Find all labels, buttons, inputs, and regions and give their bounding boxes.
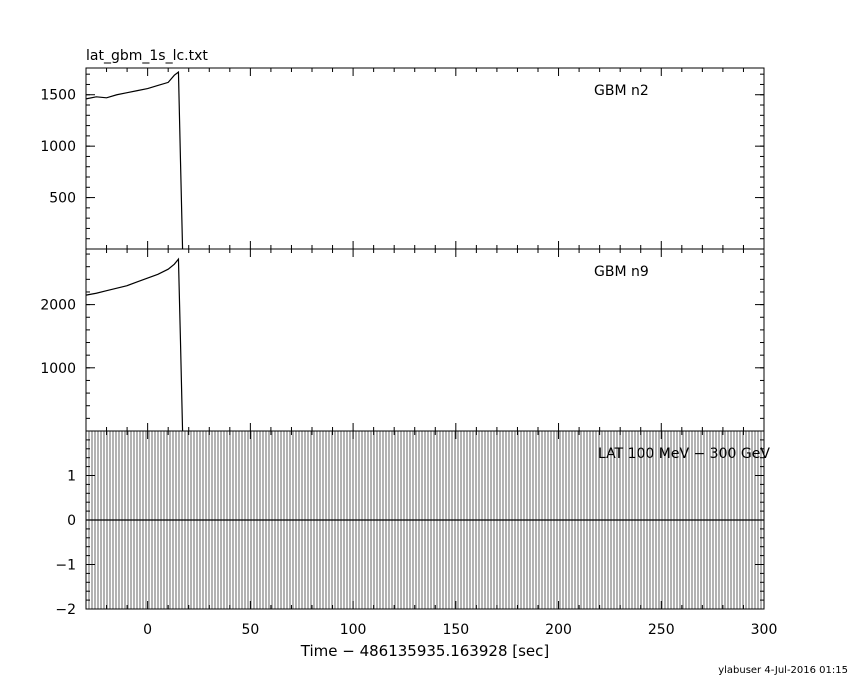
series-line xyxy=(85,70,184,250)
footer-stamp: ylabuser 4-Jul-2016 01:15 xyxy=(718,665,848,676)
panel-1: 500 1000 1500 GBM n2 xyxy=(40,67,765,250)
y-tick-label: 1000 xyxy=(40,139,76,155)
panel-frame xyxy=(85,67,765,250)
panel-2: 1000 2000 GBM n9 xyxy=(40,248,765,432)
panel-frame xyxy=(85,248,765,432)
x-axis-label: Time − 486135935.163928 [sec] xyxy=(300,642,550,660)
panel-label: GBM n2 xyxy=(594,83,649,99)
x-tick-label: 0 xyxy=(143,622,152,638)
y-tick-label: 1000 xyxy=(40,361,76,377)
x-tick-label: 50 xyxy=(241,622,259,638)
y-tick-label: −1 xyxy=(55,558,76,574)
x-tick-label: 300 xyxy=(751,622,778,638)
y-tick-label: 2000 xyxy=(40,298,76,314)
panel-label: LAT 100 MeV − 300 GeV xyxy=(598,446,770,462)
x-tick-label: 250 xyxy=(648,622,675,638)
panel-label: GBM n9 xyxy=(594,264,649,280)
x-tick-label: 100 xyxy=(340,622,367,638)
chart-title: lat_gbm_1s_lc.txt xyxy=(86,48,208,64)
panel-3: −2 −1 0 1 LAT 100 MeV − 300 GeV xyxy=(55,430,770,618)
y-tick-label: 1500 xyxy=(40,88,76,104)
y-tick-label: 1 xyxy=(67,469,76,485)
y-tick-label: 0 xyxy=(67,513,76,529)
x-tick-label: 150 xyxy=(442,622,469,638)
series-line xyxy=(85,257,184,432)
y-tick-label: −2 xyxy=(55,602,76,618)
x-tick-label: 200 xyxy=(545,622,572,638)
y-tick-label: 500 xyxy=(49,191,76,207)
